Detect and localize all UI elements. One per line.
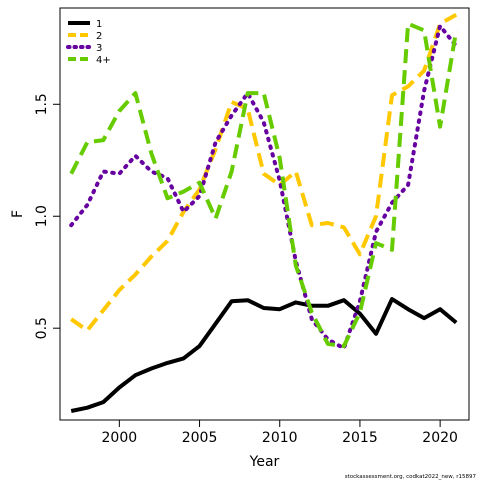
series-layer [69,12,459,413]
x-tick-label: 2000 [102,430,138,446]
x-tick-label: 2005 [182,430,218,446]
series-line-1 [70,297,458,413]
legend-label: 4+ [96,55,111,66]
y-tick-label: 0.5 [34,317,50,339]
x-tick-label: 2010 [262,430,298,446]
x-tick-label: 2015 [342,430,378,446]
plot-frame [59,7,470,421]
y-axis-label: F [10,210,26,218]
y-tick-label: 1.5 [34,93,50,115]
x-axis: 2000 2005 2010 2015 2020 [102,420,458,446]
y-axis: 0.5 1.0 1.5 [34,93,60,339]
legend-label: 1 [96,19,102,30]
x-axis-label: Year [249,454,280,470]
legend-label: 3 [96,43,102,54]
series-line-2 [70,12,458,333]
footer-credit: stockassessment.org, codkat2022_new, r15… [345,474,477,480]
y-tick-label: 1.0 [34,205,50,227]
series-line-3 [69,23,459,351]
series-line-4plus [69,21,459,349]
x-tick-label: 2020 [422,430,458,446]
legend-label: 2 [96,31,102,42]
